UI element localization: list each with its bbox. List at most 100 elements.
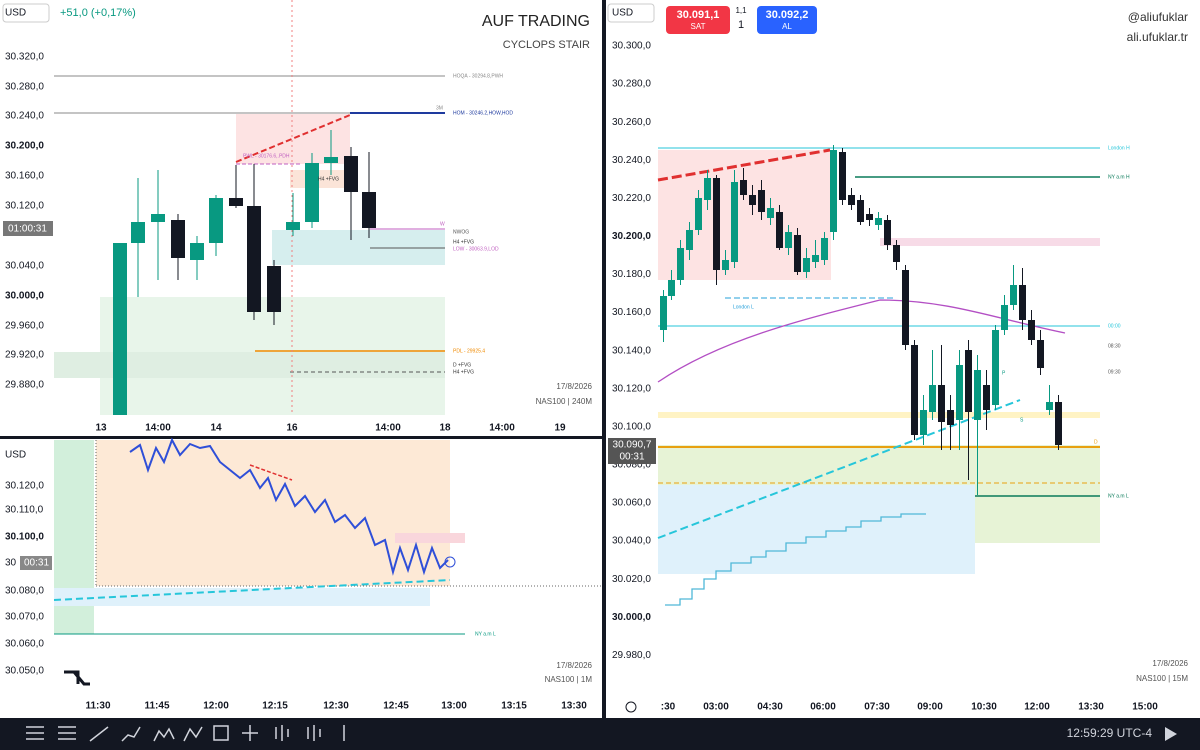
handle: @aliufuklar xyxy=(1128,10,1188,24)
tool-icon[interactable] xyxy=(183,726,203,742)
candle xyxy=(1037,340,1044,368)
candle xyxy=(776,212,783,248)
time-axis: 13 14:00 14 16 14:00 18 14:00 19 xyxy=(95,423,566,434)
candle xyxy=(362,192,376,228)
currency-box xyxy=(607,3,655,23)
price-label: 30.050,0 xyxy=(5,666,44,677)
candle xyxy=(344,156,358,192)
price-label: 30.120,0 xyxy=(612,383,651,394)
price-label: 30.300,0 xyxy=(612,41,651,52)
sell-button[interactable] xyxy=(666,6,730,34)
tools[interactable] xyxy=(26,725,345,742)
price-label: 30.080,0 xyxy=(612,460,651,471)
cursor-box xyxy=(3,221,53,236)
trend xyxy=(657,148,831,182)
price-axis: 30.320,0 30.280,0 30.240,0 30.200,0 30.160,0… xyxy=(5,52,44,391)
candle xyxy=(866,214,873,220)
candle xyxy=(731,182,738,262)
sell-label: SAT xyxy=(691,22,706,31)
candle xyxy=(1001,305,1008,330)
tool-icon[interactable] xyxy=(242,725,258,741)
currency: USD xyxy=(5,8,26,19)
candle xyxy=(247,206,261,312)
candle xyxy=(209,198,223,243)
price-label: 30.140,0 xyxy=(612,345,651,356)
annotation: London H xyxy=(1108,145,1130,151)
tool-icon[interactable] xyxy=(26,726,44,740)
pane-15m: USD 30.091,1 SAT 1,1 1 30.092,2 AL @aliu… xyxy=(607,3,1189,713)
tool-icon[interactable] xyxy=(89,726,109,742)
candle xyxy=(686,230,693,250)
time-axis: 11:30 11:45 12:00 12:15 12:30 12:45 13:00 13:15… xyxy=(85,701,587,712)
countdown: 00:31 xyxy=(619,452,644,463)
candle xyxy=(171,220,185,258)
annotation: D xyxy=(1094,439,1098,445)
price-label: 30.220,0 xyxy=(612,193,651,204)
annotation: HOM - 30246.2,HOW,HOD xyxy=(453,110,513,116)
price-label: 29.960,0 xyxy=(5,321,44,332)
price-label: 30.180,0 xyxy=(612,269,651,280)
candle xyxy=(857,200,864,222)
candle xyxy=(722,260,729,270)
annotation: NWOG xyxy=(453,229,469,235)
candle xyxy=(1028,320,1035,340)
annotation: LOW - 30063.9,LOD xyxy=(453,246,499,252)
time-label: 15:00 xyxy=(1132,702,1158,713)
candle xyxy=(749,195,756,205)
annotation: H4 +FVG xyxy=(453,369,474,375)
toolbar xyxy=(0,718,1200,750)
stair xyxy=(665,513,926,606)
price-label: 30.160,0 xyxy=(5,171,44,182)
tool-icon[interactable] xyxy=(275,725,289,741)
tool-icon[interactable] xyxy=(121,726,141,742)
trend xyxy=(235,114,351,163)
annotation: NY a.m L xyxy=(1108,493,1129,499)
settings-icon[interactable] xyxy=(625,701,637,713)
candle xyxy=(1010,285,1017,305)
time-label: 04:30 xyxy=(757,702,783,713)
price-label: 30.110,0 xyxy=(5,505,44,516)
candle xyxy=(151,214,165,222)
pane-4h: USD +51,0 (+0,17%) AUF TRADING CYCLOPS S… xyxy=(2,0,593,434)
candle xyxy=(1055,402,1062,445)
annotation: NY a.m H xyxy=(1108,174,1130,180)
price-label: 30.100,0 xyxy=(5,532,44,543)
tool-icon[interactable] xyxy=(153,727,175,742)
time-label: 03:00 xyxy=(703,702,729,713)
time-label: 14:00 xyxy=(489,423,515,434)
time-label: 06:00 xyxy=(810,702,836,713)
candle xyxy=(875,218,882,225)
zone xyxy=(395,533,465,543)
marker xyxy=(444,556,456,568)
candle xyxy=(758,190,765,212)
logo xyxy=(64,670,90,686)
time-label: :30 xyxy=(661,702,676,713)
annotations: London H NY a.m H London L 00:00 08:30 09:30 P… xyxy=(733,145,1130,499)
tool-icon[interactable] xyxy=(58,726,76,740)
candle xyxy=(713,178,720,270)
time-label: 14:00 xyxy=(375,423,401,434)
subtitle: CYCLOPS STAIR xyxy=(503,39,590,51)
candle xyxy=(965,350,972,412)
annotation: D +FVG xyxy=(453,362,471,368)
candle xyxy=(839,152,846,200)
tool-icon[interactable] xyxy=(213,725,229,741)
time-label: 13:30 xyxy=(561,701,587,712)
buy-button[interactable] xyxy=(757,6,817,34)
quantity[interactable]: 1 xyxy=(738,19,744,31)
annotation: PDL - 29925.4 xyxy=(453,348,485,354)
time-axis: :30 03:00 04:30 06:00 07:30 09:00 10:30 12:00 13… xyxy=(661,702,1158,713)
candle xyxy=(803,258,810,272)
annotation: S xyxy=(1020,417,1024,423)
time-label: 10:30 xyxy=(971,702,997,713)
price-label: 30.000,0 xyxy=(612,612,651,623)
play[interactable] xyxy=(1165,727,1177,741)
change: +51,0 (+0,17%) xyxy=(60,7,136,19)
zone xyxy=(54,588,430,606)
zone xyxy=(54,352,445,378)
time-label: 19 xyxy=(554,423,566,434)
candle xyxy=(812,255,819,262)
tool-icon[interactable] xyxy=(307,725,321,741)
